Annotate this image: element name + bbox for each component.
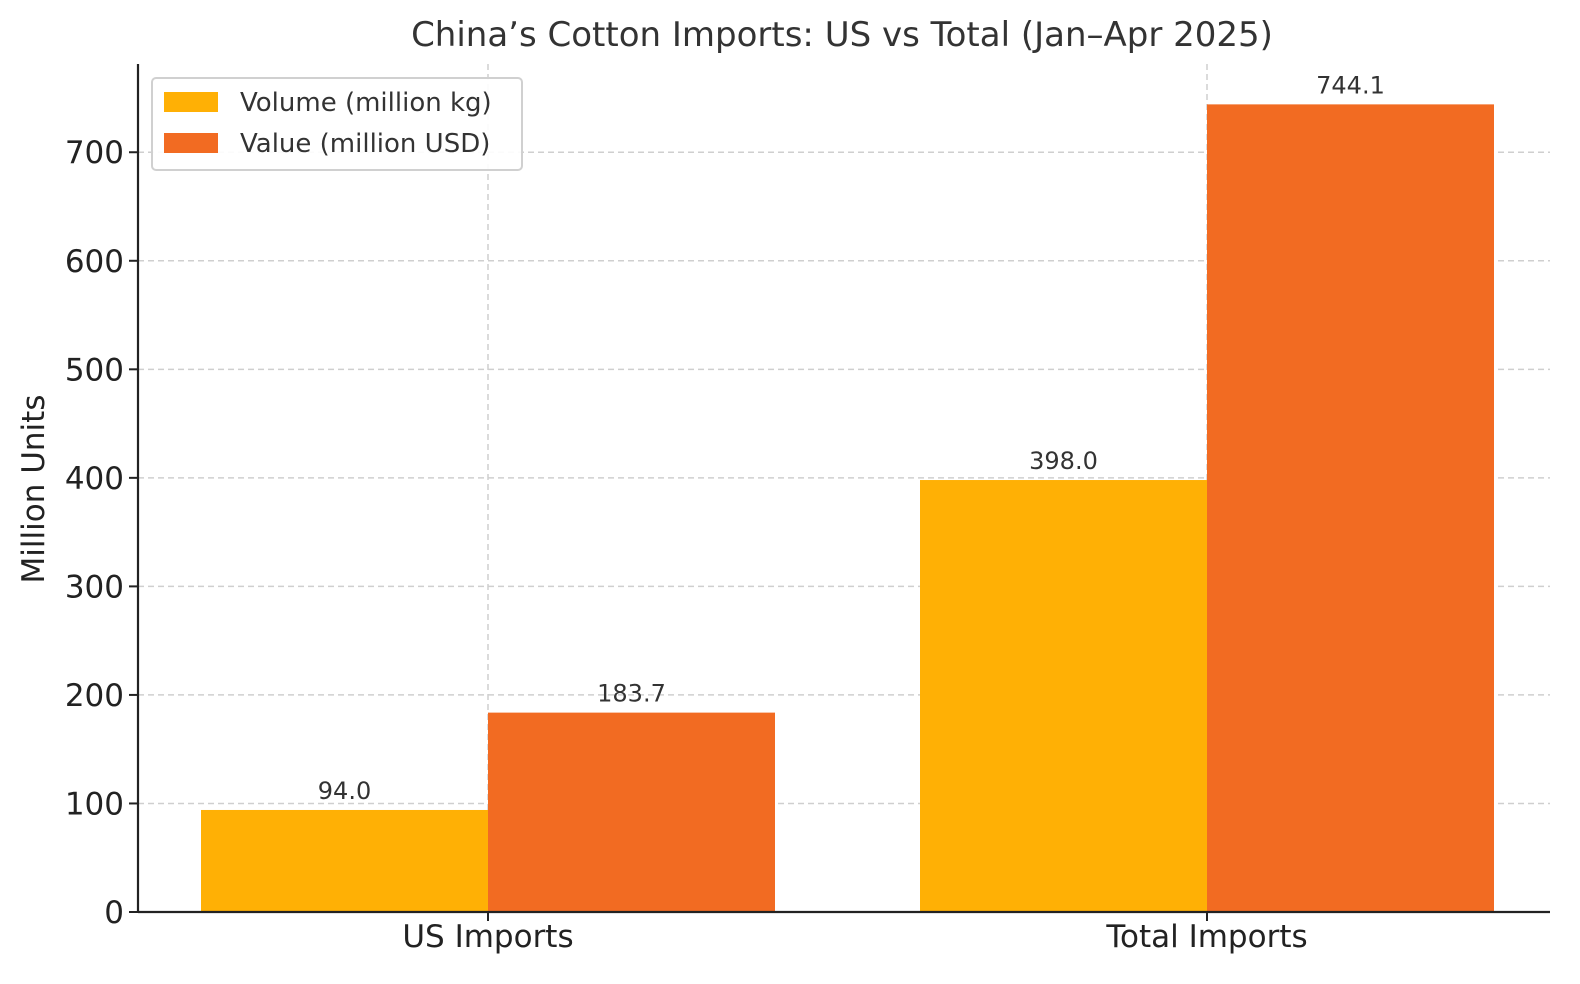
bar-value (488, 712, 775, 912)
data-label: 183.7 (597, 680, 666, 708)
y-tick-label: 0 (104, 895, 124, 931)
y-tick-label: 100 (65, 786, 124, 822)
legend: Volume (million kg) Value (million USD) (151, 77, 523, 171)
y-tick-label: 700 (65, 135, 124, 171)
legend-label-volume: Volume (million kg) (240, 88, 492, 118)
chart-title: China’s Cotton Imports: US vs Total (Jan… (411, 15, 1273, 55)
y-tick-label: 500 (65, 352, 124, 388)
y-tick-label: 400 (65, 461, 124, 497)
data-labels: 94.0 183.7 398.0 744.1 (318, 71, 1385, 805)
legend-label-value: Value (million USD) (240, 129, 490, 159)
bar-value (1207, 104, 1494, 912)
y-axis-title: Million Units (16, 395, 52, 584)
y-tick-label: 300 (65, 569, 124, 605)
y-tick-label: 200 (65, 678, 124, 714)
y-tick-label: 600 (65, 244, 124, 280)
data-label: 398.0 (1029, 447, 1098, 475)
legend-swatch-volume (164, 92, 218, 112)
legend-frame (151, 77, 523, 171)
legend-swatch-value (164, 133, 218, 153)
bars (201, 104, 1494, 912)
data-label: 94.0 (318, 777, 371, 805)
x-tick-label: US Imports (402, 919, 573, 955)
bar-volume (920, 480, 1207, 912)
bar-volume (201, 809, 488, 912)
data-label: 744.1 (1316, 71, 1385, 99)
x-tick-label: Total Imports (1105, 919, 1307, 955)
axes: 0 100 200 300 400 500 600 700 US Imports Total Im… (65, 64, 1550, 955)
